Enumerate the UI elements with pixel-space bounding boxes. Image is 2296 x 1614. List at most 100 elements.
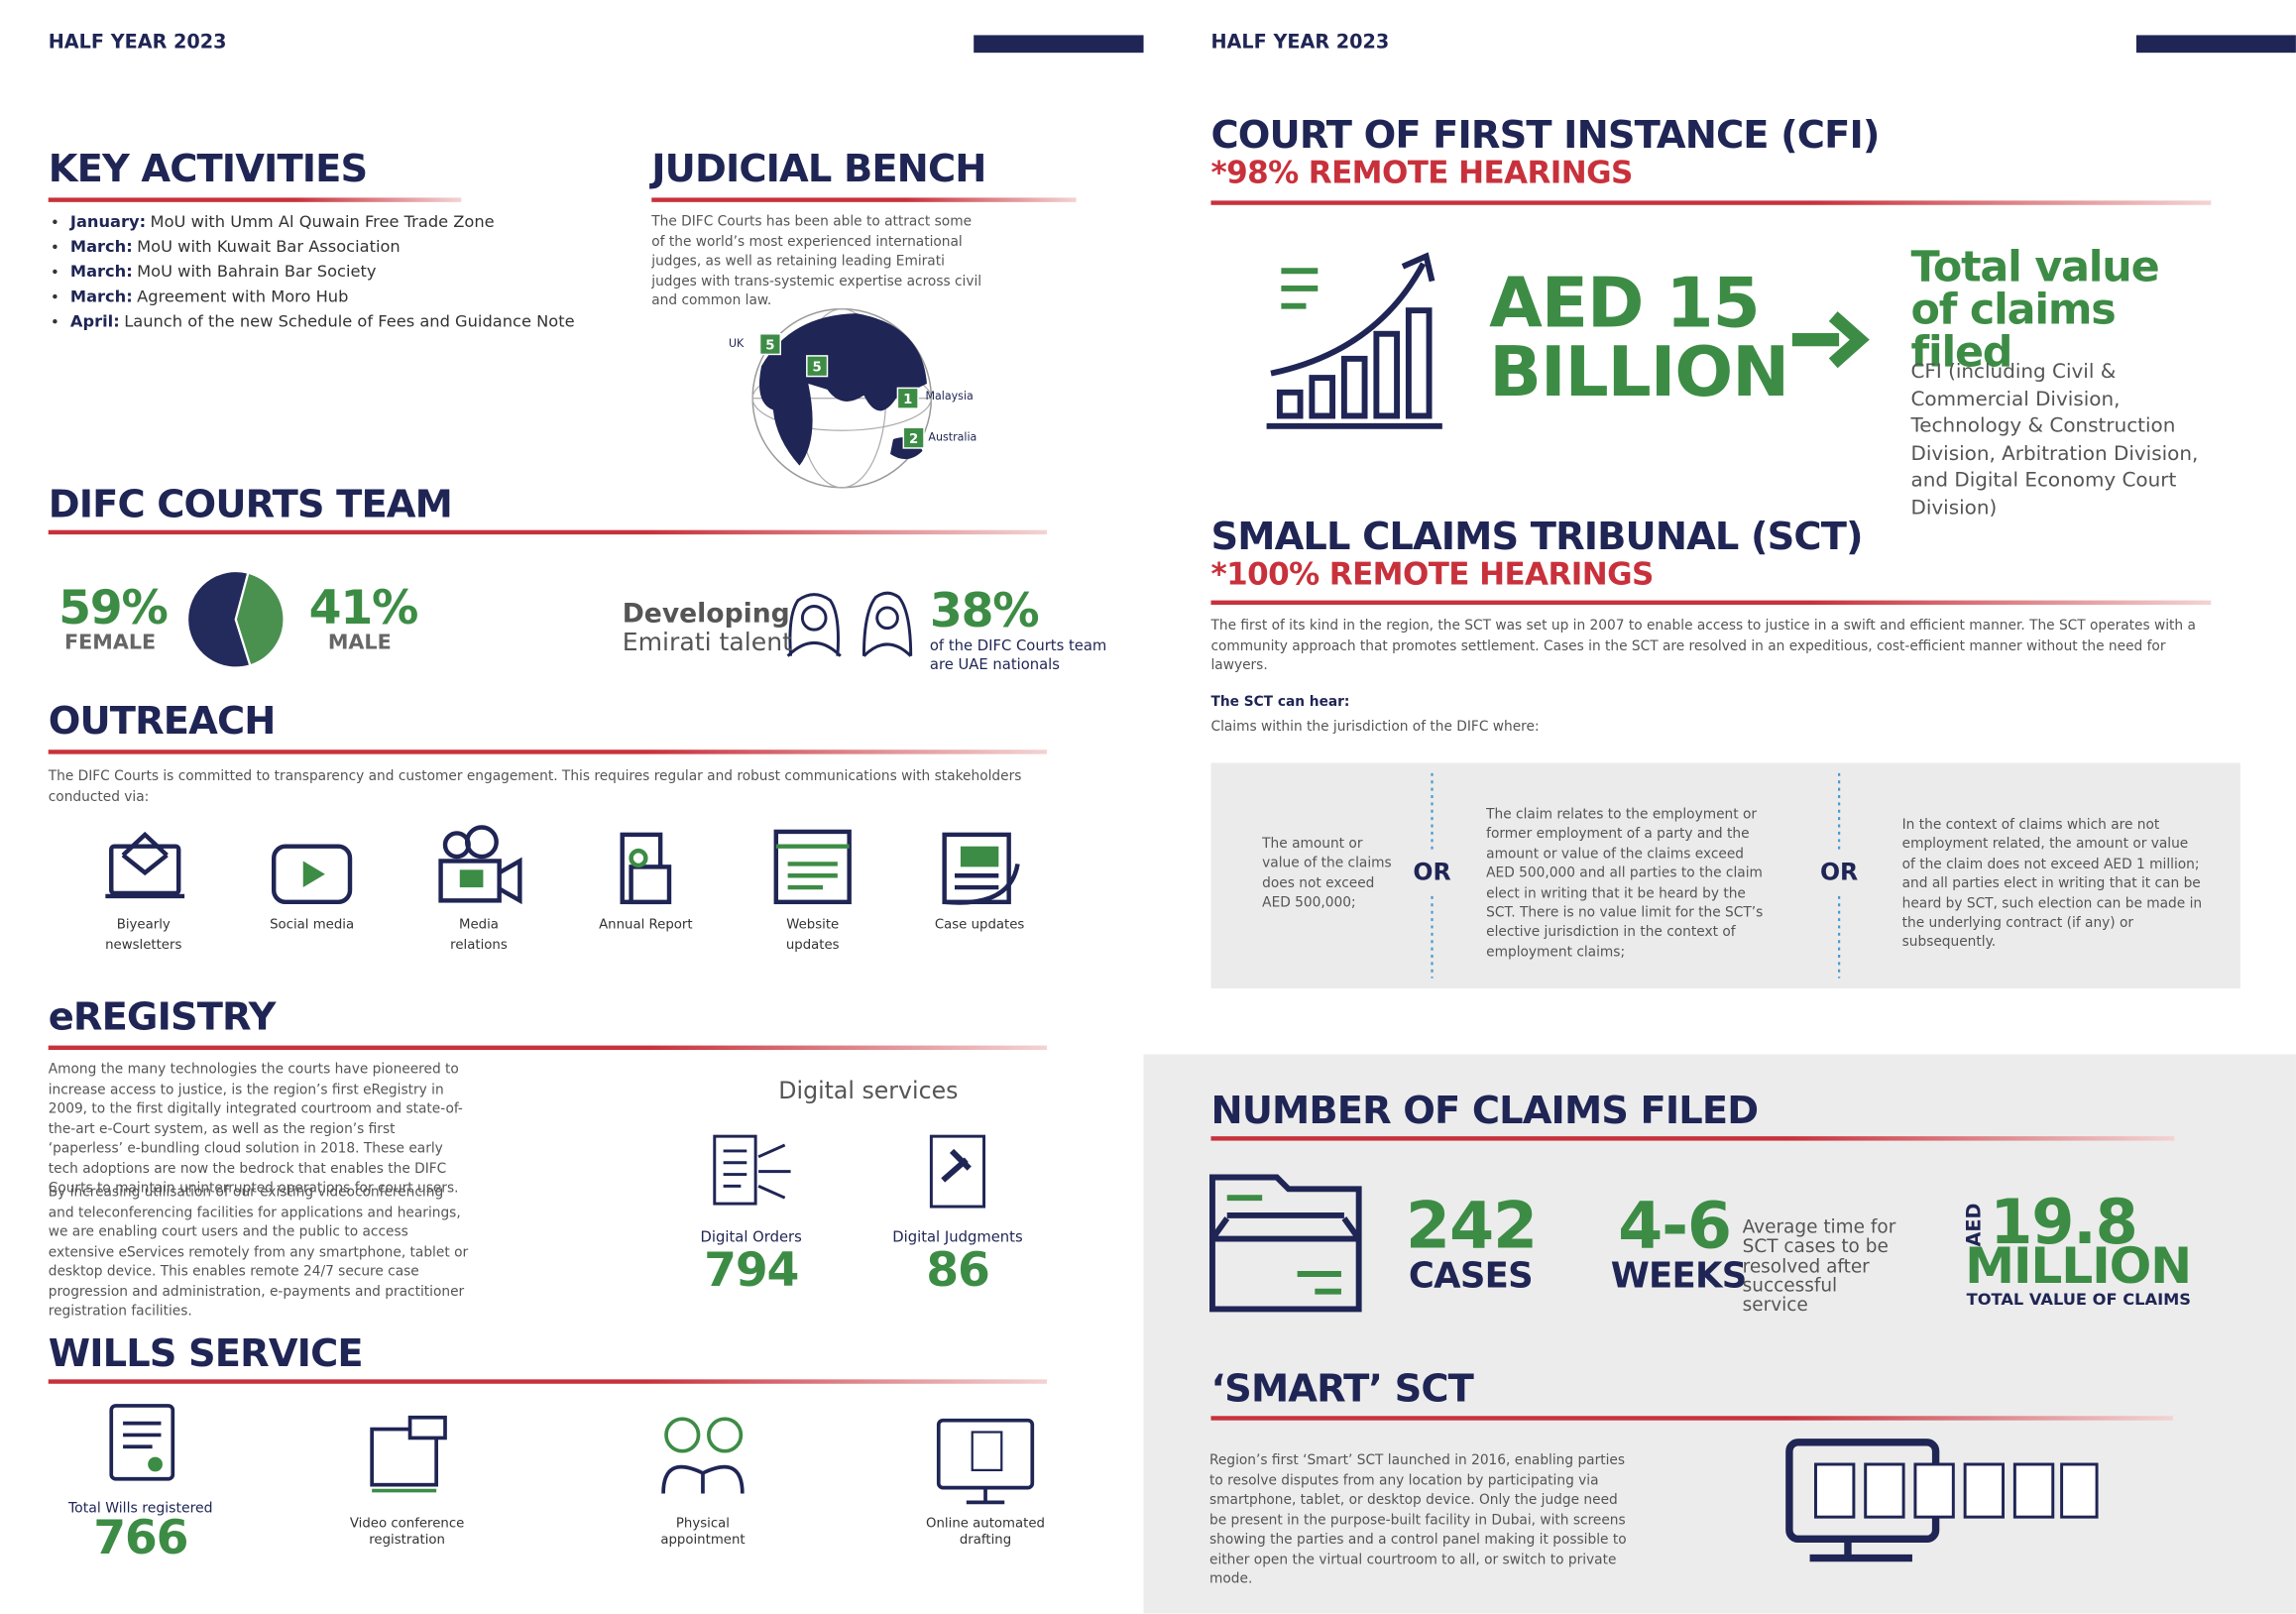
service-value: 86: [926, 1241, 990, 1298]
amount-value: BILLION: [1489, 332, 1789, 413]
activity-month: March:: [69, 237, 133, 257]
channel-label: Annual Report: [599, 918, 693, 933]
activity-month: March:: [69, 287, 133, 306]
section-title: ‘SMART’ SCT: [1210, 1367, 1473, 1412]
paragraph: Claims within the jurisdiction of the DI…: [1210, 719, 1540, 736]
map-badge: [902, 426, 925, 449]
heading-rule: [1210, 200, 2212, 205]
wills-icons: [109, 1404, 1035, 1505]
map-label: Australia: [928, 431, 976, 444]
paragraph: Among the many technologies the courts h…: [48, 1061, 463, 1197]
talent-caption: are UAE nationals: [929, 657, 1060, 674]
monitor-icon: [1785, 1439, 2099, 1562]
feature-label: Online automated drafting: [926, 1517, 1046, 1549]
activity-text: MoU with Kuwait Bar Association: [137, 237, 401, 257]
activity-month: March:: [69, 262, 133, 282]
service-value: 794: [704, 1241, 799, 1298]
cfi-note: CFI (including Civil & Commercial Divisi…: [1910, 360, 2199, 520]
talent-heading: Emirati talent: [622, 628, 792, 658]
percent-value: 59%: [58, 579, 169, 636]
section-subtitle: *98% REMOTE HEARINGS: [1210, 155, 1633, 191]
condition: In the context of claims which are not e…: [1901, 817, 2203, 952]
section-title: JUDICIAL BENCH: [651, 148, 986, 192]
heading-rule: [651, 197, 1077, 202]
paragraph: The DIFC Courts has been able to attract…: [651, 213, 982, 309]
digital-icons: [713, 1134, 986, 1209]
heading-rule: [1210, 1136, 2175, 1141]
heading-rule: [1210, 600, 2212, 606]
activity-item: March: Agreement with Moro Hub: [70, 287, 349, 305]
bullet: [53, 269, 57, 275]
subheading: Digital services: [778, 1076, 959, 1104]
map-badge: [758, 333, 781, 356]
amount-value: AED 15: [1489, 263, 1761, 345]
section-title: SMALL CLAIMS TRIBUNAL (SCT): [1210, 515, 1863, 560]
service-label: Digital Judgments: [892, 1229, 1023, 1246]
channel-label: Social media: [270, 918, 355, 933]
bullet: [53, 318, 57, 324]
paragraph: The first of its kind in the region, the…: [1210, 618, 2196, 674]
wills-value: 766: [93, 1509, 188, 1565]
growth-icon: [1266, 252, 1442, 429]
section-subtitle: *100% REMOTE HEARINGS: [1210, 556, 1654, 592]
map-label: UK: [729, 337, 745, 350]
separator: OR: [1819, 858, 1859, 886]
channel-label: Website updates: [785, 918, 840, 953]
percent-label: MALE: [327, 631, 392, 655]
paragraph: By increasing utilisation of our existin…: [48, 1184, 469, 1320]
header-bar: [2135, 35, 2296, 54]
map-count: 5: [765, 338, 774, 353]
bullet: [53, 219, 57, 224]
heading-rule: [48, 1045, 1048, 1051]
activity-month: January:: [69, 212, 147, 232]
heading-rule: [48, 529, 1048, 535]
section-title: OUTREACH: [48, 700, 277, 745]
map-badge: [896, 387, 919, 409]
section-title: WILLS SERVICE: [48, 1332, 364, 1377]
bullet: [53, 293, 57, 299]
activity-item: January: MoU with Umm Al Quwain Free Trad…: [70, 212, 495, 231]
percent-value: 41%: [308, 579, 419, 636]
talent-caption: of the DIFC Courts team: [929, 637, 1107, 655]
outreach-icons: [105, 825, 1020, 905]
pie-slice: [185, 569, 252, 669]
separator: OR: [1413, 858, 1451, 886]
section-title: KEY ACTIVITIES: [48, 148, 368, 192]
cases-value: 242: [1405, 1189, 1538, 1264]
activity-text: MoU with Bahrain Bar Society: [137, 262, 377, 282]
activity-text: MoU with Umm Al Quwain Free Trade Zone: [150, 212, 495, 232]
bullet: [53, 244, 57, 250]
subheading: The SCT can hear:: [1210, 694, 1350, 711]
cases-unit: CASES: [1408, 1254, 1534, 1297]
map-count: 5: [813, 360, 822, 375]
activity-item: April: Launch of the new Schedule of Fees…: [70, 312, 575, 331]
paragraph: Region’s first ‘Smart’ SCT launched in 2…: [1209, 1452, 1627, 1588]
total-value: 19.8: [1990, 1186, 2138, 1258]
activity-text: Launch of the new Schedule of Fees and G…: [124, 311, 575, 331]
activity-item: March: MoU with Bahrain Bar Society: [70, 262, 377, 281]
activity-text: Agreement with Moro Hub: [137, 287, 349, 306]
claims-panel: [1143, 1054, 2296, 1614]
section-title: COURT OF FIRST INSTANCE (CFI): [1210, 114, 1880, 159]
channel-label: Media relations: [450, 918, 508, 953]
header-bar: [974, 35, 1144, 54]
heading-rule: [1210, 1416, 2173, 1421]
time-unit: WEEKS: [1610, 1254, 1748, 1297]
section-title: DIFC COURTS TEAM: [48, 483, 453, 527]
channel-label: Case updates: [934, 918, 1025, 933]
service-label: Digital Orders: [700, 1229, 802, 1246]
paragraph: The DIFC Courts is committed to transpar…: [48, 768, 1022, 805]
talent-value: 38%: [929, 582, 1040, 638]
feature-label: Video conference registration: [349, 1517, 465, 1549]
condition: The claim relates to the employment or f…: [1486, 806, 1764, 961]
conditions-box: [1210, 762, 2240, 988]
section-title: eREGISTRY: [48, 995, 277, 1040]
arrow: [1828, 311, 1870, 369]
heading-rule: [48, 197, 462, 202]
total-unit: MILLION: [1965, 1237, 2192, 1297]
time-note: Average time for SCT cases to be resolve…: [1742, 1214, 1896, 1316]
condition: The amount or value of the claims does n…: [1262, 836, 1392, 912]
